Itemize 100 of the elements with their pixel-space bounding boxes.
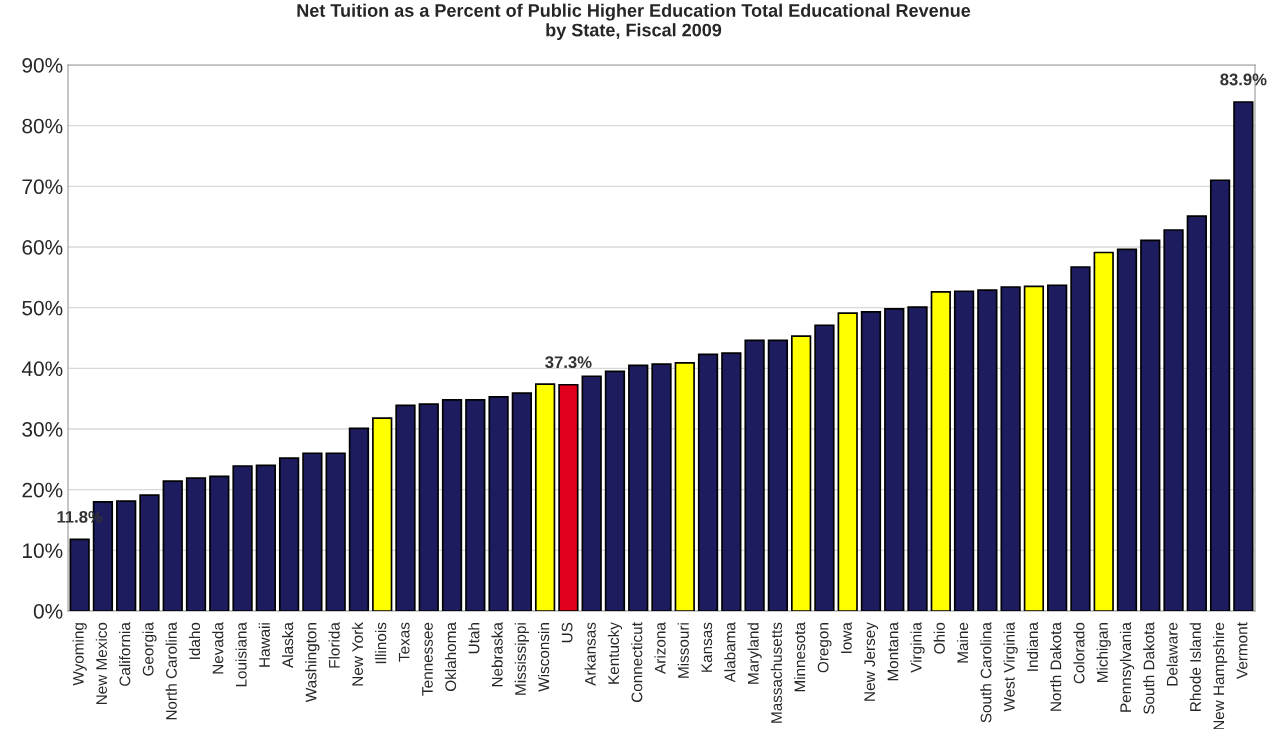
bar xyxy=(162,480,183,611)
bar xyxy=(116,500,137,611)
y-tick-label: 10% xyxy=(23,543,63,559)
x-tick-label: Delaware xyxy=(1166,622,1178,686)
bar xyxy=(302,452,323,611)
x-tick-label: Rhode Island xyxy=(1189,623,1201,711)
x-tick-label: Ohio xyxy=(933,622,945,654)
x-tick-label: Minnesota xyxy=(794,622,806,692)
x-tick-label: North Dakota xyxy=(1050,622,1062,711)
x-tick-label: Mississippi xyxy=(514,623,529,695)
x-tick-label: Kansas xyxy=(701,622,713,672)
data-label: 83.9% xyxy=(1220,73,1267,86)
x-tick-label: Arizona xyxy=(654,622,666,674)
x-tick-label: Wyoming xyxy=(72,623,87,686)
x-tick-label: New York xyxy=(351,622,364,686)
x-tick-label: Pennsylvania xyxy=(1119,622,1135,712)
bar xyxy=(1070,266,1091,611)
bar xyxy=(69,538,90,611)
bar xyxy=(558,383,579,611)
bar xyxy=(441,399,463,611)
x-tick-label: Connecticut xyxy=(631,622,643,703)
x-tick-label: Arkansas xyxy=(584,622,596,686)
x-tick-label: Idaho xyxy=(188,622,201,659)
y-tick-label: 50% xyxy=(22,300,63,316)
bar xyxy=(581,375,602,611)
x-tick-label: Indiana xyxy=(1026,622,1038,671)
x-tick-label: New Hampshire xyxy=(1212,622,1228,729)
y-tick-label: 70% xyxy=(22,179,63,195)
bar xyxy=(814,324,835,611)
x-tick-label: Oregon xyxy=(817,623,832,673)
bar xyxy=(255,464,276,611)
x-tick-label: Alaska xyxy=(281,622,294,668)
x-tick-label: California xyxy=(119,622,131,686)
bar xyxy=(651,363,672,611)
bar xyxy=(837,312,858,611)
bar xyxy=(884,308,905,611)
bar xyxy=(465,399,486,611)
bar xyxy=(1047,284,1068,611)
x-tick-label: Utah xyxy=(468,623,480,654)
x-tick-label: US xyxy=(561,622,573,643)
bar xyxy=(860,311,882,611)
bar xyxy=(325,452,346,611)
bar xyxy=(488,396,509,611)
bar xyxy=(209,475,230,611)
bar xyxy=(697,353,719,611)
bar xyxy=(930,291,951,611)
bar xyxy=(372,417,393,611)
bar xyxy=(721,352,742,611)
bar xyxy=(628,364,649,611)
x-tick-label: Washington xyxy=(305,623,320,703)
bar xyxy=(1000,286,1021,611)
x-tick-label: Massachusetts xyxy=(770,622,782,723)
bar xyxy=(185,477,207,611)
bar xyxy=(1023,285,1045,611)
bar xyxy=(977,289,998,611)
bar xyxy=(767,339,789,611)
x-tick-label: Tennessee xyxy=(422,622,433,696)
x-tick-label: Maryland xyxy=(747,623,762,684)
x-tick-label: Wisconsin xyxy=(538,623,550,692)
x-tick-label: Oklahoma xyxy=(444,622,457,692)
bar xyxy=(674,362,695,611)
bar xyxy=(907,306,928,611)
x-tick-label: North Carolina xyxy=(165,622,177,720)
x-tick-label: Virginia xyxy=(910,622,925,673)
bar xyxy=(1209,179,1231,611)
bar xyxy=(604,370,626,611)
bar xyxy=(953,290,975,611)
x-tick-label: Hawaii xyxy=(258,623,270,667)
x-tick-label: Michigan xyxy=(1096,623,1111,682)
x-tick-label: New Mexico xyxy=(95,622,108,705)
data-label: 37.3% xyxy=(545,356,592,369)
x-tick-label: South Carolina xyxy=(980,622,992,723)
x-tick-label: Texas xyxy=(398,622,410,662)
x-tick-label: Nevada xyxy=(212,622,224,674)
bar xyxy=(791,335,812,611)
bar xyxy=(278,457,300,611)
x-tick-label: Montana xyxy=(887,622,899,681)
x-tick-label: Vermont xyxy=(1236,622,1248,679)
bar xyxy=(511,392,532,611)
bar xyxy=(534,383,556,611)
x-tick-label: Alabama xyxy=(724,622,736,683)
y-tick-label: 90% xyxy=(22,58,63,73)
bar xyxy=(139,494,160,611)
x-tick-label: Nebraska xyxy=(491,622,503,687)
x-tick-label: South Dakota xyxy=(1143,622,1155,714)
bar xyxy=(395,404,416,611)
x-tick-label: Georgia xyxy=(142,622,157,676)
x-tick-label: Illinois xyxy=(375,622,387,664)
bar xyxy=(1116,248,1138,611)
y-tick-label: 20% xyxy=(22,482,63,498)
bar xyxy=(1140,239,1161,611)
bar xyxy=(1186,215,1207,611)
x-tick-label: Kentucky xyxy=(607,622,623,684)
bar xyxy=(418,403,439,611)
x-tick-label: Maine xyxy=(956,622,969,663)
bar xyxy=(232,465,253,611)
x-tick-label: West Virginia xyxy=(1003,622,1018,712)
chart-title: Net Tuition as a Percent of Public Higher Education Total Educational Revenue by State, Fiscal 2009 xyxy=(297,3,971,40)
y-tick-label: 0% xyxy=(33,604,63,619)
bar xyxy=(1163,229,1184,611)
